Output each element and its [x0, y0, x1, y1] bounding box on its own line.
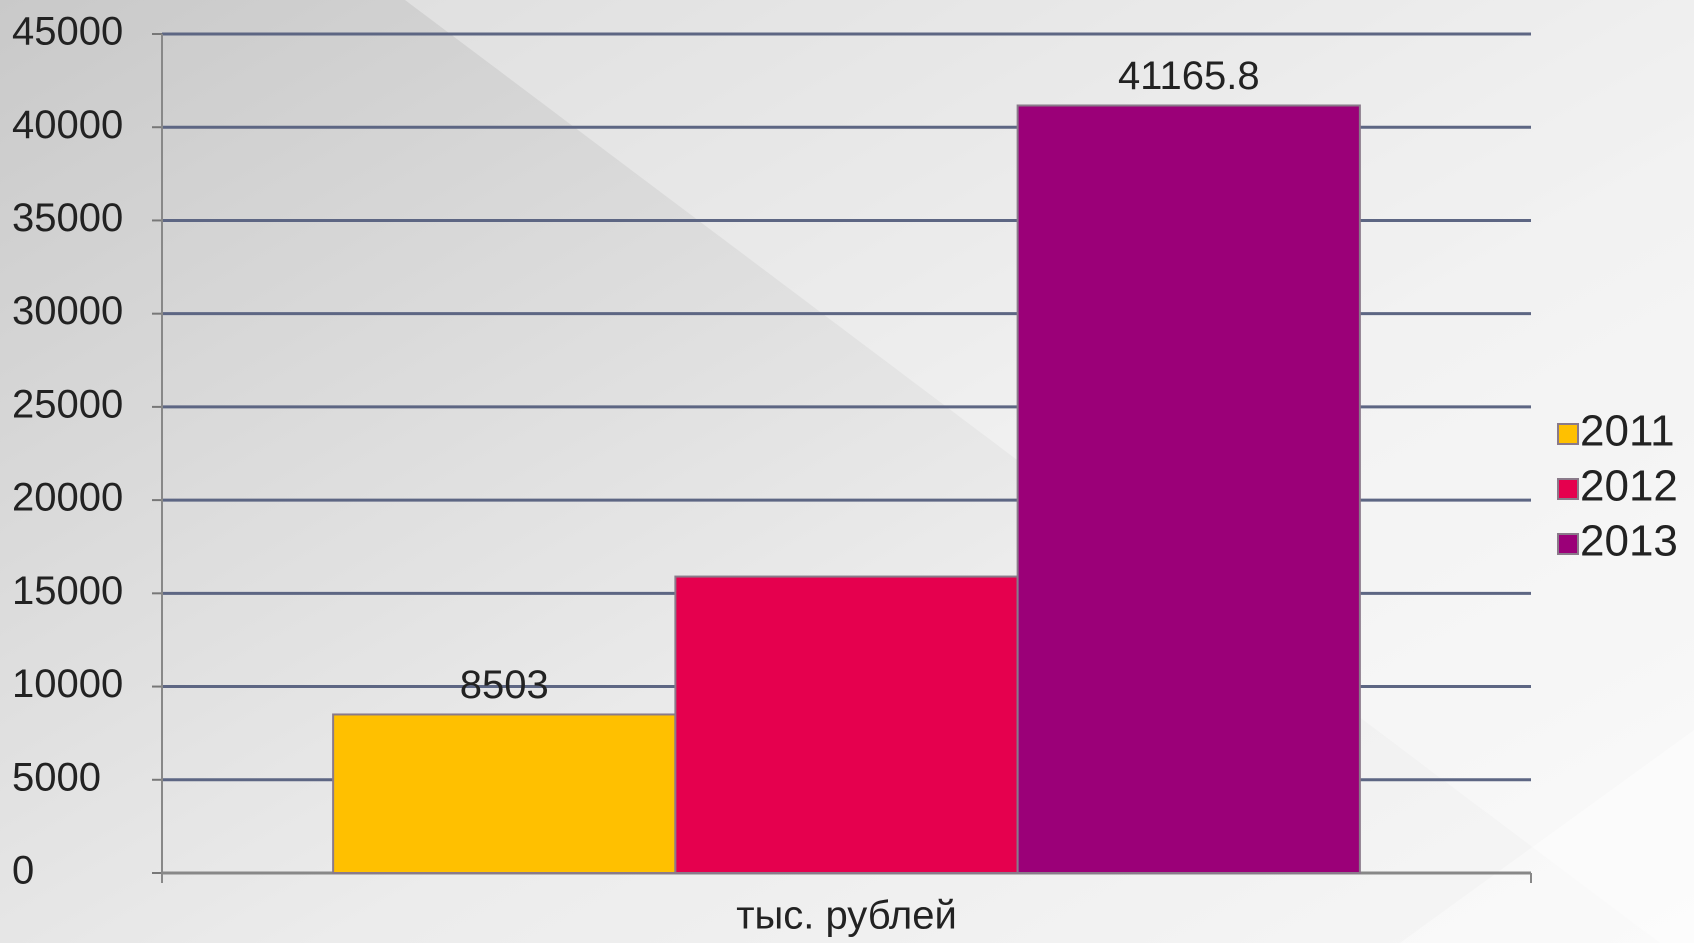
y-tick-label: 20000 — [12, 476, 123, 520]
legend-label: 2011 — [1580, 407, 1675, 456]
legend-swatch — [1557, 533, 1579, 555]
y-tick-label: 40000 — [12, 103, 123, 147]
y-tick-label: 10000 — [12, 662, 123, 706]
y-tick-label: 30000 — [12, 289, 123, 333]
data-label: 8503 — [460, 663, 549, 707]
legend-label: 2012 — [1580, 462, 1678, 511]
background-shape — [1400, 730, 1694, 943]
y-tick-label: 45000 — [12, 10, 123, 54]
bar — [332, 713, 677, 875]
data-label: 41165.8 — [1118, 54, 1260, 98]
y-tick-label: 15000 — [12, 569, 123, 613]
y-tick-label: 0 — [12, 849, 34, 893]
y-tick-label: 25000 — [12, 382, 123, 426]
bar — [674, 575, 1019, 874]
legend-label: 2013 — [1580, 517, 1678, 566]
x-tick-label: тыс. рублей — [736, 894, 957, 938]
bar — [1016, 104, 1361, 875]
y-tick-label: 5000 — [12, 755, 101, 799]
y-tick-label: 35000 — [12, 196, 123, 240]
legend-swatch — [1557, 423, 1579, 445]
legend-swatch — [1557, 478, 1579, 500]
